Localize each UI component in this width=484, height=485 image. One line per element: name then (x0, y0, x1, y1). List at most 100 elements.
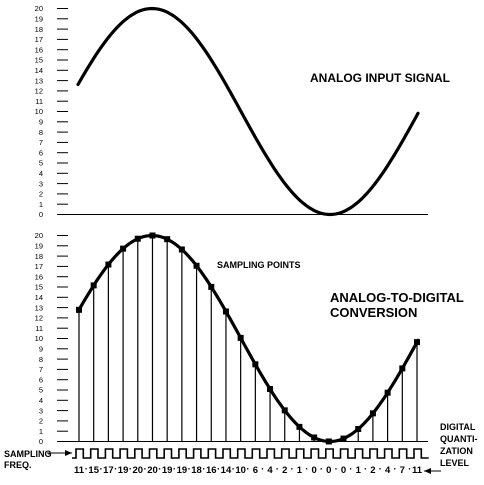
sampling-point (237, 334, 244, 341)
sampling-point (281, 407, 288, 414)
top-tick-label: 20 (35, 4, 43, 13)
sampling-point-markers (76, 232, 420, 445)
top-tick-label: 12 (35, 87, 43, 96)
sampling-freq-label-line1: SAMPLING (4, 449, 52, 459)
sampling-point (90, 282, 97, 289)
sampling-point (399, 365, 406, 372)
top-tick-label: 5 (39, 159, 43, 168)
sampling-point (134, 235, 141, 242)
quantization-level-value: 19 (177, 465, 188, 476)
quantization-level-value: 0 (326, 465, 331, 476)
top-tick-label: 2 (39, 190, 43, 199)
bottom-tick-label: 0 (39, 437, 43, 446)
sampling-point (178, 246, 185, 253)
bottom-tick-label: 20 (35, 231, 43, 240)
sampling-clock-wave (72, 448, 429, 459)
level-separator: · (217, 464, 220, 475)
sampling-point (384, 389, 391, 396)
bottom-tick-label: 2 (39, 417, 43, 426)
quantization-levels: 11 · 15 · 17 · 19 · 20 · 20 · 19 · 19 · 18 · 16 · 14 · 10 · 6 · 4 ·… (74, 464, 423, 476)
sampling-point (296, 423, 303, 430)
sampling-point (76, 306, 82, 313)
bottom-tick-label: 12 (35, 314, 43, 323)
bottom-tick-label: 3 (39, 406, 43, 415)
quantization-level-value: 1 (356, 465, 362, 476)
quantization-level-value: 4 (385, 465, 391, 476)
bottom-tick-label: 5 (39, 386, 43, 395)
quantization-level-value: 15 (88, 465, 99, 476)
top-tick-label: 4 (39, 169, 43, 178)
level-separator: · (99, 464, 102, 475)
quantization-level-value: 17 (103, 465, 114, 476)
digital-level-label-line3: ZATION (440, 446, 473, 456)
quantization-level-value: 16 (206, 465, 217, 476)
quantization-level-value: 6 (253, 465, 258, 476)
bottom-tick-label: 9 (39, 345, 43, 354)
quantization-level-value: 19 (162, 465, 173, 476)
level-separator: · (85, 464, 88, 475)
top-tick-label: 7 (39, 138, 43, 147)
quantization-level-value: 2 (370, 465, 375, 476)
level-separator: · (276, 464, 279, 475)
quantization-level-value: 19 (118, 465, 129, 476)
quantization-level-value: 0 (341, 465, 346, 476)
sampling-freq-arrow-head (65, 450, 72, 456)
bottom-tick-label: 1 (39, 427, 43, 436)
bottom-tick-label: 7 (39, 365, 43, 374)
top-tick-label: 3 (39, 179, 43, 188)
bottom-tick-label: 11 (35, 324, 43, 333)
level-separator: · (364, 464, 367, 475)
bottom-tick-label: 17 (35, 262, 43, 271)
top-tick-label: 8 (39, 128, 43, 137)
top-tick-label: 14 (35, 66, 43, 75)
level-separator: · (261, 464, 264, 475)
level-separator: · (305, 464, 308, 475)
level-separator: · (173, 464, 176, 475)
level-separator: · (291, 464, 294, 475)
sampling-point (325, 438, 332, 445)
top-tick-label: 15 (35, 56, 43, 65)
bottom-tick-label: 4 (39, 396, 43, 405)
sampling-clock: SAMPLING FREQ. (4, 448, 429, 470)
level-separator: · (232, 464, 235, 475)
top-tick-label: 6 (39, 148, 43, 157)
quantization-level-value: 1 (297, 465, 303, 476)
top-tick-label: 1 (39, 200, 43, 209)
sampling-point (311, 434, 318, 441)
sampling-point (267, 386, 274, 393)
sampling-point (105, 261, 112, 268)
quantization-level-value: 20 (132, 465, 143, 476)
sampling-point (252, 361, 259, 368)
top-tick-label: 9 (39, 118, 43, 127)
analog-input-caption: ANALOG INPUT SIGNAL (310, 71, 450, 85)
bottom-tick-label: 15 (35, 283, 43, 292)
sampling-point (355, 425, 362, 432)
bottom-tick-label: 16 (35, 272, 43, 281)
sampling-point (208, 283, 215, 290)
bottom-tick-label: 13 (35, 303, 43, 312)
adc-caption-line2: CONVERSION (330, 305, 417, 320)
sampling-point (369, 410, 376, 417)
bottom-tick-label: 8 (39, 355, 43, 364)
quantization-level-value: 11 (74, 465, 85, 476)
top-tick-label: 11 (35, 97, 43, 106)
sampling-point (340, 435, 347, 442)
quantization-level-value: 7 (400, 465, 405, 476)
level-separator: · (349, 464, 352, 475)
sampling-point (149, 232, 156, 239)
digital-level-label: DIGITAL QUANTI- ZATION LEVEL (424, 422, 478, 474)
top-tick-label: 17 (35, 35, 43, 44)
level-separator: · (144, 464, 147, 475)
sampling-point (193, 262, 200, 269)
top-tick-label: 16 (35, 45, 43, 54)
top-tick-label: 10 (35, 107, 43, 116)
sampling-point (120, 245, 127, 252)
quantization-level-value: 4 (267, 465, 273, 476)
sampling-point (222, 308, 229, 315)
